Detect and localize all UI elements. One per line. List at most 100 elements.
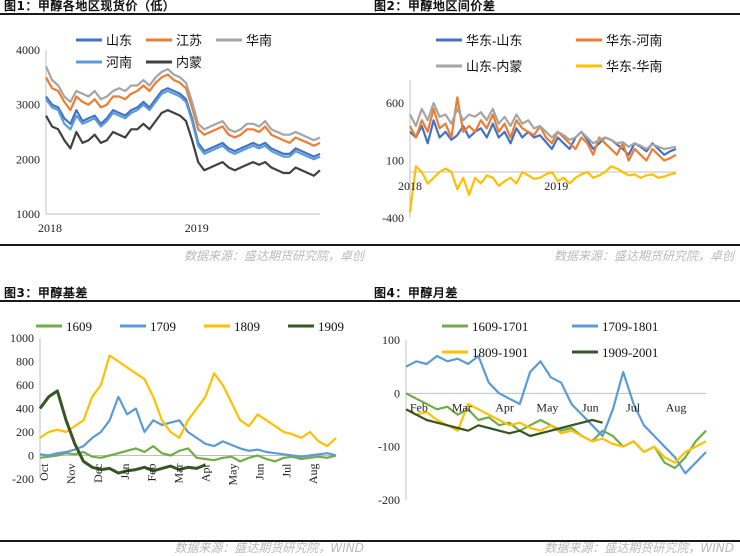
top-rule bbox=[0, 13, 370, 15]
series-line-1909-2001 bbox=[405, 408, 603, 438]
top-rule bbox=[370, 300, 740, 302]
series-line-内蒙 bbox=[45, 108, 321, 177]
series-line-1709 bbox=[39, 395, 337, 458]
legend-label: 1609-1701 bbox=[472, 319, 528, 334]
plot-area: 100 0 -100 -200 Feb Mar Apr May Jun Jul Aug bbox=[378, 333, 707, 507]
y-tick-label: 1000 bbox=[16, 207, 40, 221]
series-line-1709-1801 bbox=[405, 354, 707, 475]
legend-label: 1809-1901 bbox=[472, 345, 528, 360]
chart-panel-4: 图4：甲醇月差 100 0 -100 -200 Feb Mar Apr May Jun Jul Au… bbox=[370, 276, 740, 555]
top-rule bbox=[0, 300, 370, 302]
y-tick-label: 800 bbox=[16, 355, 34, 369]
y-tick-label: 2000 bbox=[16, 152, 40, 166]
chart-panel-3: 图3：甲醇基差 1000 800 600 400 200 0 -200 Oct Nov Dec Ja… bbox=[0, 276, 370, 555]
series-line-华南 bbox=[44, 65, 321, 142]
y-tick-label: -400 bbox=[382, 211, 404, 225]
series-line-1609 bbox=[39, 445, 337, 463]
bottom-rule bbox=[0, 244, 370, 246]
x-tick-label: 2018 bbox=[398, 179, 422, 193]
y-tick-label: 600 bbox=[16, 378, 34, 392]
y-tick-label: 3000 bbox=[16, 98, 40, 112]
x-tick-label: 2019 bbox=[185, 221, 209, 235]
series-line-山东-内蒙 bbox=[409, 101, 677, 151]
line-chart: 1000 800 600 400 200 0 -200 Oct Nov Dec Jan Feb Mar A… bbox=[10, 319, 344, 486]
chart-title: 图3：甲醇基差 bbox=[4, 286, 88, 300]
legend-label: 华南 bbox=[246, 33, 272, 48]
plot-area: 600 100 -400 2018 2019 bbox=[382, 80, 677, 225]
x-tick-label: Feb bbox=[410, 400, 428, 414]
y-tick-label: -100 bbox=[378, 440, 400, 454]
x-tick-label: Mar bbox=[172, 464, 186, 484]
legend-label: 1609 bbox=[66, 319, 92, 334]
x-tick-label: 2018 bbox=[38, 221, 62, 235]
chart-title: 图2：甲醇地区间价差 bbox=[374, 0, 496, 13]
chart-title: 图4：甲醇月差 bbox=[374, 286, 458, 300]
legend-label: 1809 bbox=[234, 319, 260, 334]
x-tick-label: Dec bbox=[91, 464, 105, 483]
x-tick-label: May bbox=[225, 464, 239, 486]
legend: 1609 1709 1809 1909 bbox=[36, 319, 344, 334]
legend-label: 华东-山东 bbox=[466, 33, 522, 48]
bottom-rule bbox=[0, 540, 370, 542]
legend-label: 河南 bbox=[106, 55, 132, 70]
x-tick-label: May bbox=[536, 400, 558, 414]
y-tick-label: 0 bbox=[394, 386, 400, 400]
y-tick-label: 1000 bbox=[10, 331, 34, 345]
legend-label: 1709-1801 bbox=[602, 319, 658, 334]
x-tick-label: Jun bbox=[582, 400, 599, 414]
y-tick-label: 600 bbox=[386, 96, 404, 110]
x-tick-label: Jan bbox=[118, 464, 132, 480]
line-chart: 100 0 -100 -200 Feb Mar Apr May Jun Jul Aug 1609-17… bbox=[378, 319, 707, 507]
series-line-河南 bbox=[45, 89, 321, 161]
x-tick-label: Apr bbox=[495, 400, 514, 414]
legend-label: 1709 bbox=[150, 319, 176, 334]
x-tick-label: Jul bbox=[626, 400, 641, 414]
series-line-1809 bbox=[39, 354, 337, 448]
source-note: 数据来源：盛达期货研究院，WIND bbox=[544, 541, 734, 555]
series-line-华东-山东 bbox=[409, 119, 677, 156]
chart-panel-2: 图2：甲醇地区间价差 600 100 -400 2018 2019 华东-山东 华东-河南山… bbox=[370, 0, 740, 276]
y-tick-label: -200 bbox=[12, 472, 34, 486]
series-line-江苏 bbox=[45, 73, 321, 147]
y-tick-label: -200 bbox=[378, 493, 400, 507]
y-tick-label: 200 bbox=[16, 425, 34, 439]
legend-label: 1909 bbox=[318, 319, 344, 334]
legend-label: 山东-内蒙 bbox=[466, 59, 522, 74]
chart-panel-1: 图1：甲醇各地区现货价（低） 4000 3000 2000 1000 2018 2019 山… bbox=[0, 0, 370, 276]
x-tick-label: Aug bbox=[306, 464, 320, 485]
legend-label: 华东-河南 bbox=[606, 33, 662, 48]
legend-label: 1909-2001 bbox=[602, 345, 658, 360]
legend-label: 江苏 bbox=[176, 33, 202, 48]
chart-title: 图1：甲醇各地区现货价（低） bbox=[4, 0, 176, 13]
legend: 1609-1701 1709-1801 1809-1901 1909-2001 bbox=[442, 319, 658, 360]
source-note: 数据来源：盛达期货研究院，卓创 bbox=[183, 249, 364, 263]
source-note: 数据来源：盛达期货研究院，WIND bbox=[174, 541, 364, 555]
legend-label: 山东 bbox=[106, 33, 132, 48]
bottom-rule bbox=[370, 244, 740, 246]
x-tick-label: Jun bbox=[252, 464, 266, 481]
x-tick-label: Nov bbox=[64, 464, 78, 485]
x-tick-label: 2019 bbox=[544, 179, 568, 193]
x-tick-label: Apr bbox=[199, 464, 213, 483]
plot-area: 1000 800 600 400 200 0 -200 Oct Nov Dec Jan Feb Mar A… bbox=[10, 331, 337, 486]
x-tick-label: Aug bbox=[666, 400, 687, 414]
x-tick-label: Mar bbox=[452, 400, 472, 414]
y-tick-label: 0 bbox=[28, 449, 34, 463]
legend-label: 内蒙 bbox=[176, 55, 202, 70]
bottom-rule bbox=[370, 540, 740, 542]
y-tick-label: 400 bbox=[16, 402, 34, 416]
y-tick-label: 4000 bbox=[16, 43, 40, 57]
series-line-华东-华南 bbox=[408, 165, 677, 213]
legend-label: 华东-华南 bbox=[606, 59, 662, 74]
source-note: 数据来源：盛达期货研究院，卓创 bbox=[553, 249, 734, 263]
x-tick-label: Oct bbox=[37, 463, 51, 481]
x-tick-label: Jul bbox=[279, 463, 293, 478]
top-rule bbox=[370, 13, 740, 15]
y-tick-label: 100 bbox=[386, 154, 404, 168]
y-tick-label: 100 bbox=[382, 333, 400, 347]
